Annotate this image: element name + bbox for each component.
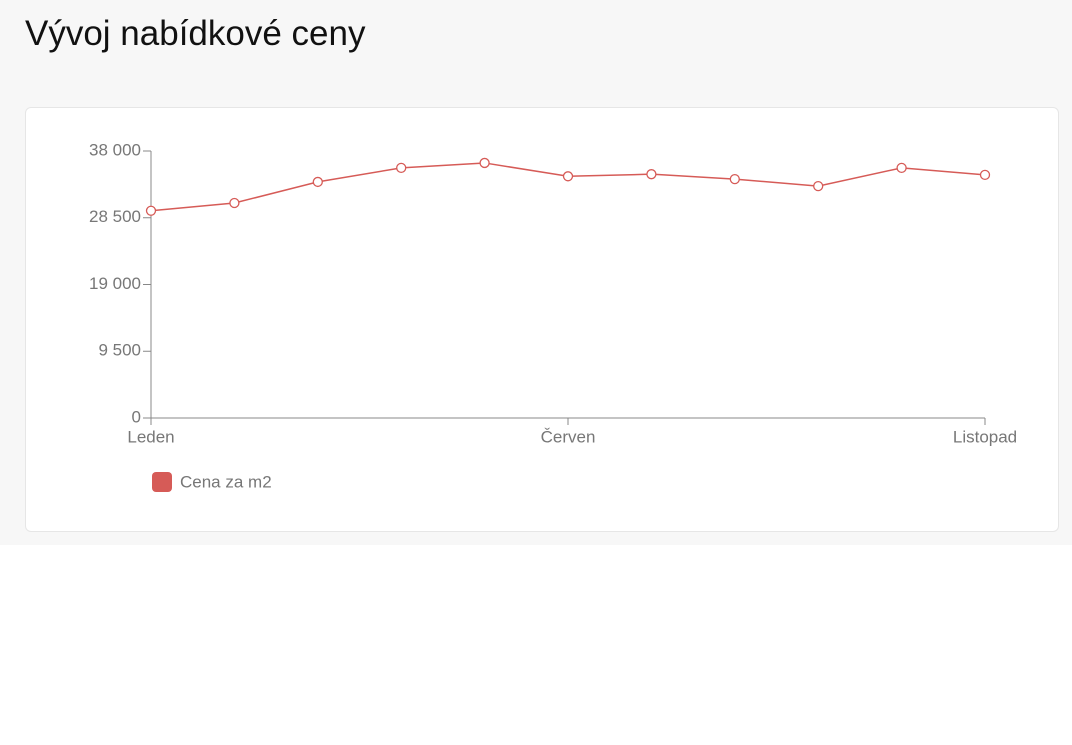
page-title: Vývoj nabídkové ceny bbox=[25, 14, 366, 53]
series-line bbox=[150, 162, 986, 212]
legend-swatch bbox=[152, 472, 172, 492]
data-point bbox=[979, 169, 991, 181]
y-tick-label: 19 000 bbox=[89, 274, 141, 293]
data-point bbox=[312, 176, 323, 188]
data-point bbox=[813, 180, 824, 192]
data-point bbox=[396, 162, 407, 174]
y-tick-label: 38 000 bbox=[89, 140, 141, 159]
data-point bbox=[229, 197, 240, 209]
data-point bbox=[896, 162, 907, 174]
y-tick-label: 9 500 bbox=[98, 341, 141, 360]
chart-card bbox=[25, 107, 1059, 532]
data-point bbox=[145, 205, 157, 216]
legend-label: Cena za m2 bbox=[180, 472, 272, 491]
data-point bbox=[562, 171, 574, 182]
x-tick-label: Červen bbox=[541, 427, 596, 446]
y-tick-label: 0 bbox=[132, 407, 141, 426]
data-point bbox=[646, 169, 657, 180]
data-point bbox=[479, 157, 490, 169]
y-tick-label: 28 500 bbox=[89, 207, 141, 226]
data-point bbox=[729, 173, 740, 185]
x-tick-label: Leden bbox=[127, 427, 174, 446]
x-tick-label: Listopad bbox=[953, 427, 1017, 446]
